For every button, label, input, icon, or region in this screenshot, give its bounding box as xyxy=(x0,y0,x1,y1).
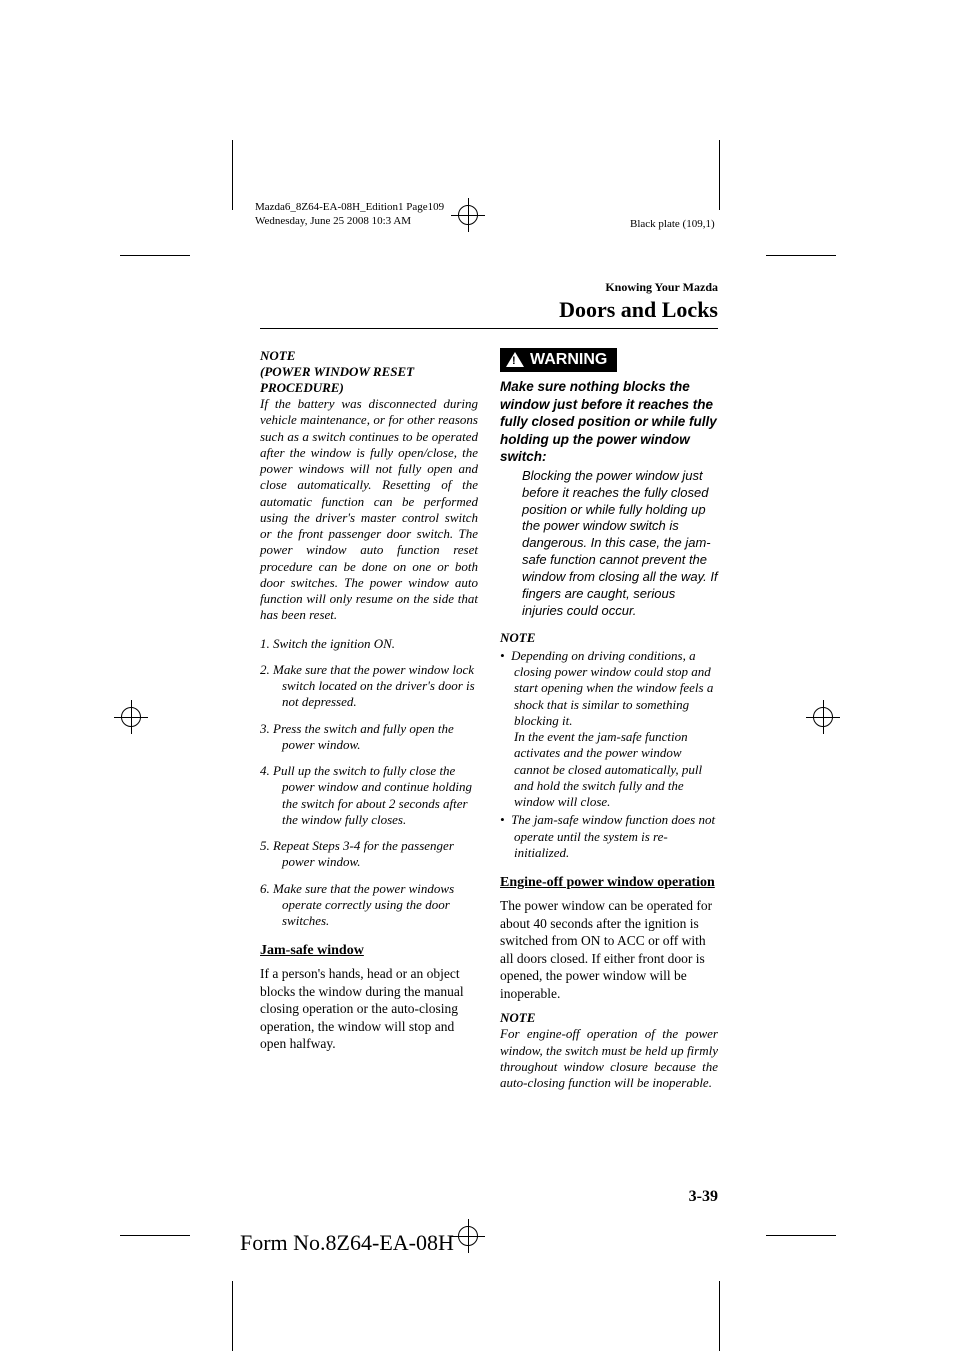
crop-mark xyxy=(766,1235,836,1236)
section-title: Doors and Locks xyxy=(559,297,718,323)
note-label: NOTE xyxy=(500,1010,718,1026)
note-bullet-text: Depending on driving conditions, a closi… xyxy=(511,648,713,728)
registration-mark-icon xyxy=(806,700,840,734)
print-metadata: Mazda6_8Z64-EA-08H_Edition1 Page109 Wedn… xyxy=(255,200,444,229)
step-item: 6. Make sure that the power windows oper… xyxy=(260,881,478,930)
warning-heading: Make sure nothing blocks the window just… xyxy=(500,378,718,466)
warning-body: Blocking the power window just before it… xyxy=(522,468,718,620)
registration-mark-icon xyxy=(451,198,485,232)
engine-off-heading: Engine-off power window operation xyxy=(500,875,718,891)
crop-mark xyxy=(719,140,720,210)
section-header: Knowing Your Mazda Doors and Locks xyxy=(559,280,718,323)
note-label: NOTE xyxy=(500,630,718,646)
print-meta-line: Mazda6_8Z64-EA-08H_Edition1 Page109 xyxy=(255,200,444,214)
crop-mark xyxy=(766,255,836,256)
step-item: 1. Switch the ignition ON. xyxy=(260,636,478,652)
crop-mark xyxy=(232,1281,233,1351)
step-item: 2. Make sure that the power window lock … xyxy=(260,662,478,711)
note-bullet-text: The jam-safe window function does not op… xyxy=(511,812,715,860)
note-bullet: • The jam-safe window function does not … xyxy=(500,812,718,861)
reset-steps: 1. Switch the ignition ON. 2. Make sure … xyxy=(260,636,478,930)
note-bullet-text: In the event the jam-safe function activ… xyxy=(514,729,718,810)
section-rule xyxy=(260,328,718,329)
crop-mark xyxy=(719,1281,720,1351)
registration-mark-icon xyxy=(451,1219,485,1253)
warning-label: WARNING xyxy=(530,351,607,369)
page-number: 3-39 xyxy=(689,1188,718,1206)
left-column: NOTE (POWER WINDOW RESET PROCEDURE) If t… xyxy=(260,348,478,1091)
step-item: 5. Repeat Steps 3-4 for the passenger po… xyxy=(260,838,478,871)
black-plate-label: Black plate (109,1) xyxy=(630,218,715,230)
step-item: 4. Pull up the switch to fully close the… xyxy=(260,763,478,828)
engine-off-body: The power window can be operated for abo… xyxy=(500,897,718,1002)
note-label: NOTE xyxy=(260,348,478,364)
form-number: Form No.8Z64-EA-08H xyxy=(240,1230,454,1256)
jam-safe-body: If a person's hands, head or an object b… xyxy=(260,965,478,1053)
note-body: If the battery was disconnected during v… xyxy=(260,396,478,624)
registration-mark-icon xyxy=(114,700,148,734)
warning-badge: WARNING xyxy=(500,348,617,372)
print-meta-line: Wednesday, June 25 2008 10:3 AM xyxy=(255,214,444,228)
warning-triangle-icon xyxy=(506,352,524,367)
note-bullet: • Depending on driving conditions, a clo… xyxy=(500,648,718,811)
section-overline: Knowing Your Mazda xyxy=(559,280,718,295)
right-column: WARNING Make sure nothing blocks the win… xyxy=(500,348,718,1091)
crop-mark xyxy=(120,255,190,256)
jam-safe-heading: Jam-safe window xyxy=(260,943,478,959)
engine-off-note-body: For engine-off operation of the power wi… xyxy=(500,1026,718,1091)
note-bullets: • Depending on driving conditions, a clo… xyxy=(500,648,718,861)
crop-mark xyxy=(120,1235,190,1236)
crop-mark xyxy=(232,140,233,210)
step-item: 3. Press the switch and fully open the p… xyxy=(260,721,478,754)
note-subheading: (POWER WINDOW RESET PROCEDURE) xyxy=(260,364,478,396)
